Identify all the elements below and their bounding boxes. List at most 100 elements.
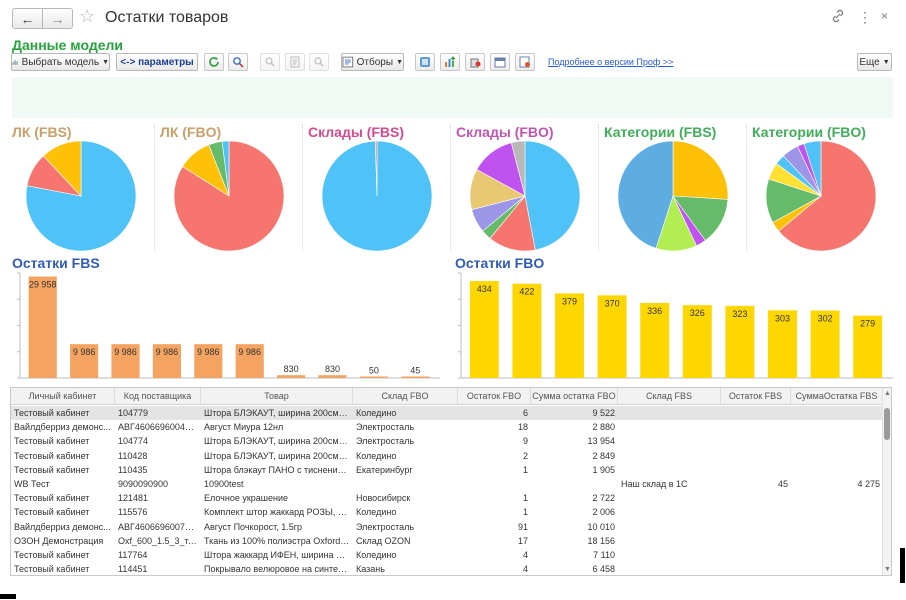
table-cell: Oxf_600_1.5_3_т.с...	[118, 535, 201, 546]
pie-chart-6: Категории (FBO)	[752, 122, 892, 254]
bar[interactable]	[359, 376, 388, 379]
bar[interactable]	[111, 344, 140, 378]
pie-slice[interactable]	[803, 140, 822, 197]
bar[interactable]	[768, 310, 797, 378]
clear-search-icon[interactable]	[309, 53, 329, 71]
bar[interactable]	[597, 295, 627, 378]
pie-chart-2: ЛК (FBO)	[160, 122, 300, 254]
table-row[interactable]: Тестовый кабинет 104774 Штора БЛЭКАУТ, шир…	[11, 434, 883, 448]
stock-table[interactable]: Личный кабинет Код поставщика Товар Склад F…	[10, 387, 892, 576]
fbo-bar-chart: 434 422 379 370 336 326 323 303 302 279	[458, 272, 893, 379]
bar[interactable]	[682, 305, 712, 378]
table-cell: Тестовый кабинет	[14, 564, 90, 575]
more-menu-button[interactable]: Еще ▼	[857, 53, 892, 71]
back-button[interactable]: ←	[12, 8, 43, 29]
table-cell	[791, 491, 883, 505]
table-cell: Штора БЛЭКАУТ, ширина 200см, в...	[204, 450, 353, 461]
document-icon[interactable]	[285, 53, 305, 71]
table-row[interactable]: Тестовый кабинет 121481 Елочное украшение Н…	[11, 491, 883, 505]
table-row[interactable]: Тестовый кабинет 110435 Штора блэкаут ПАНО…	[11, 463, 883, 477]
bar[interactable]	[194, 344, 223, 378]
table-cell	[531, 477, 618, 491]
settings-icon[interactable]	[415, 53, 435, 71]
export-icon[interactable]	[515, 53, 535, 71]
close-icon[interactable]: ×	[881, 9, 889, 23]
table-row[interactable]: Тестовый кабинет 110428 Штора БЛЭКАУТ, шир…	[11, 449, 883, 463]
filters-button[interactable]: Отборы ▼	[341, 53, 404, 71]
params-button[interactable]: <-> параметры	[116, 53, 198, 71]
bar[interactable]	[725, 305, 755, 378]
table-cell: Штора БЛЭКАУТ, ширина 200см, в...	[204, 408, 353, 418]
bar[interactable]	[277, 375, 306, 378]
pie-separator	[450, 124, 451, 252]
calendar-icon[interactable]	[490, 53, 510, 71]
pie-title: Категории (FBO)	[752, 124, 866, 140]
pie-slice[interactable]	[672, 140, 729, 200]
table-row[interactable]: Тестовый кабинет 104779 Штора БЛЭКАУТ, шир…	[11, 406, 883, 421]
add-chart-icon[interactable]	[440, 53, 460, 71]
table-cell: Тестовый кабинет	[14, 436, 90, 447]
table-cell: 91	[517, 521, 528, 532]
table-row[interactable]: Вайлдберриз демонс... АВГ4606696007192 Авг…	[11, 520, 883, 534]
bar[interactable]	[640, 302, 670, 378]
bar[interactable]	[469, 281, 499, 378]
pie-svg	[617, 140, 729, 252]
table-cell: 4 275	[857, 479, 880, 489]
refresh-icon[interactable]	[204, 53, 224, 71]
table-row[interactable]: WB Тест 9090090900 10900test Наш склад в 1С…	[11, 477, 883, 491]
table-scrollbar[interactable]: ▲ ▼	[882, 388, 891, 575]
column-header[interactable]: Остаток FBO	[458, 388, 531, 405]
table-cell	[791, 534, 883, 548]
bar[interactable]	[810, 310, 840, 378]
table-row[interactable]: Тестовый кабинет 115576 Комплект штор жакк…	[11, 505, 883, 519]
table-cell: 6 458	[592, 564, 615, 575]
search-icon[interactable]	[228, 53, 248, 71]
pie-slice[interactable]	[510, 140, 526, 197]
chevron-down-icon: ▼	[102, 58, 109, 66]
bar[interactable]	[555, 293, 584, 378]
table-row[interactable]: Тестовый кабинет 114451 Покрывало велюрово…	[11, 562, 883, 576]
bar[interactable]	[318, 375, 347, 378]
table-cell: 7 110	[593, 550, 615, 560]
link-icon[interactable]	[831, 9, 845, 26]
table-row[interactable]: Вайлдберриз демонс... АВГ4606696004962 Авг…	[11, 420, 883, 434]
bar[interactable]	[853, 315, 883, 378]
bar[interactable]	[28, 276, 57, 378]
column-header[interactable]: Сумма остатка FBO	[531, 388, 618, 405]
delete-icon[interactable]	[465, 53, 485, 71]
star-icon[interactable]: ☆	[79, 6, 96, 26]
column-header[interactable]: Личный кабинет	[11, 388, 115, 405]
pie-slice[interactable]	[374, 140, 378, 197]
table-cell	[721, 534, 791, 548]
select-model-button[interactable]: Выбрать модель ▼	[11, 53, 110, 71]
pie-slice[interactable]	[778, 140, 877, 252]
table-row[interactable]: ОЗОН Демонстрация Oxf_600_1.5_3_т.с... Тка…	[11, 534, 883, 548]
column-header[interactable]: СуммаОстатка FBS	[791, 388, 883, 405]
table-row[interactable]: Тестовый кабинет 117764 Штора жаккард ИФЕН…	[11, 548, 883, 562]
column-header[interactable]: Склад FBO	[353, 388, 458, 405]
bar[interactable]	[70, 344, 99, 378]
forward-button[interactable]: →	[42, 8, 73, 29]
more-vertical-icon[interactable]: ⋮	[858, 9, 872, 25]
table-cell: 2 006	[592, 507, 615, 518]
scroll-up-icon[interactable]: ▲	[884, 390, 891, 397]
scroll-thumb[interactable]	[884, 408, 890, 440]
column-header[interactable]: Код поставщика	[115, 388, 201, 405]
column-header[interactable]: Товар	[201, 388, 353, 405]
more-info-link[interactable]: Подробнее о версии Проф >>	[548, 57, 674, 67]
pie-slice[interactable]	[42, 140, 82, 197]
arrow-left-icon: ←	[20, 10, 35, 27]
pie-slice[interactable]	[524, 140, 581, 251]
bar[interactable]	[401, 376, 430, 379]
bar[interactable]	[235, 344, 264, 378]
column-header[interactable]: Склад FBS	[618, 388, 721, 405]
column-header[interactable]: Остаток FBS	[721, 388, 791, 405]
table-cell: Елочное украшение	[204, 493, 289, 504]
find-icon[interactable]	[260, 53, 280, 71]
scroll-down-icon[interactable]: ▼	[884, 566, 891, 573]
pie-slice[interactable]	[221, 140, 230, 197]
bar[interactable]	[512, 283, 542, 378]
bar[interactable]	[152, 344, 181, 378]
pie-slice[interactable]	[617, 140, 674, 249]
table-cell: Вайлдберриз демонс...	[14, 422, 111, 433]
